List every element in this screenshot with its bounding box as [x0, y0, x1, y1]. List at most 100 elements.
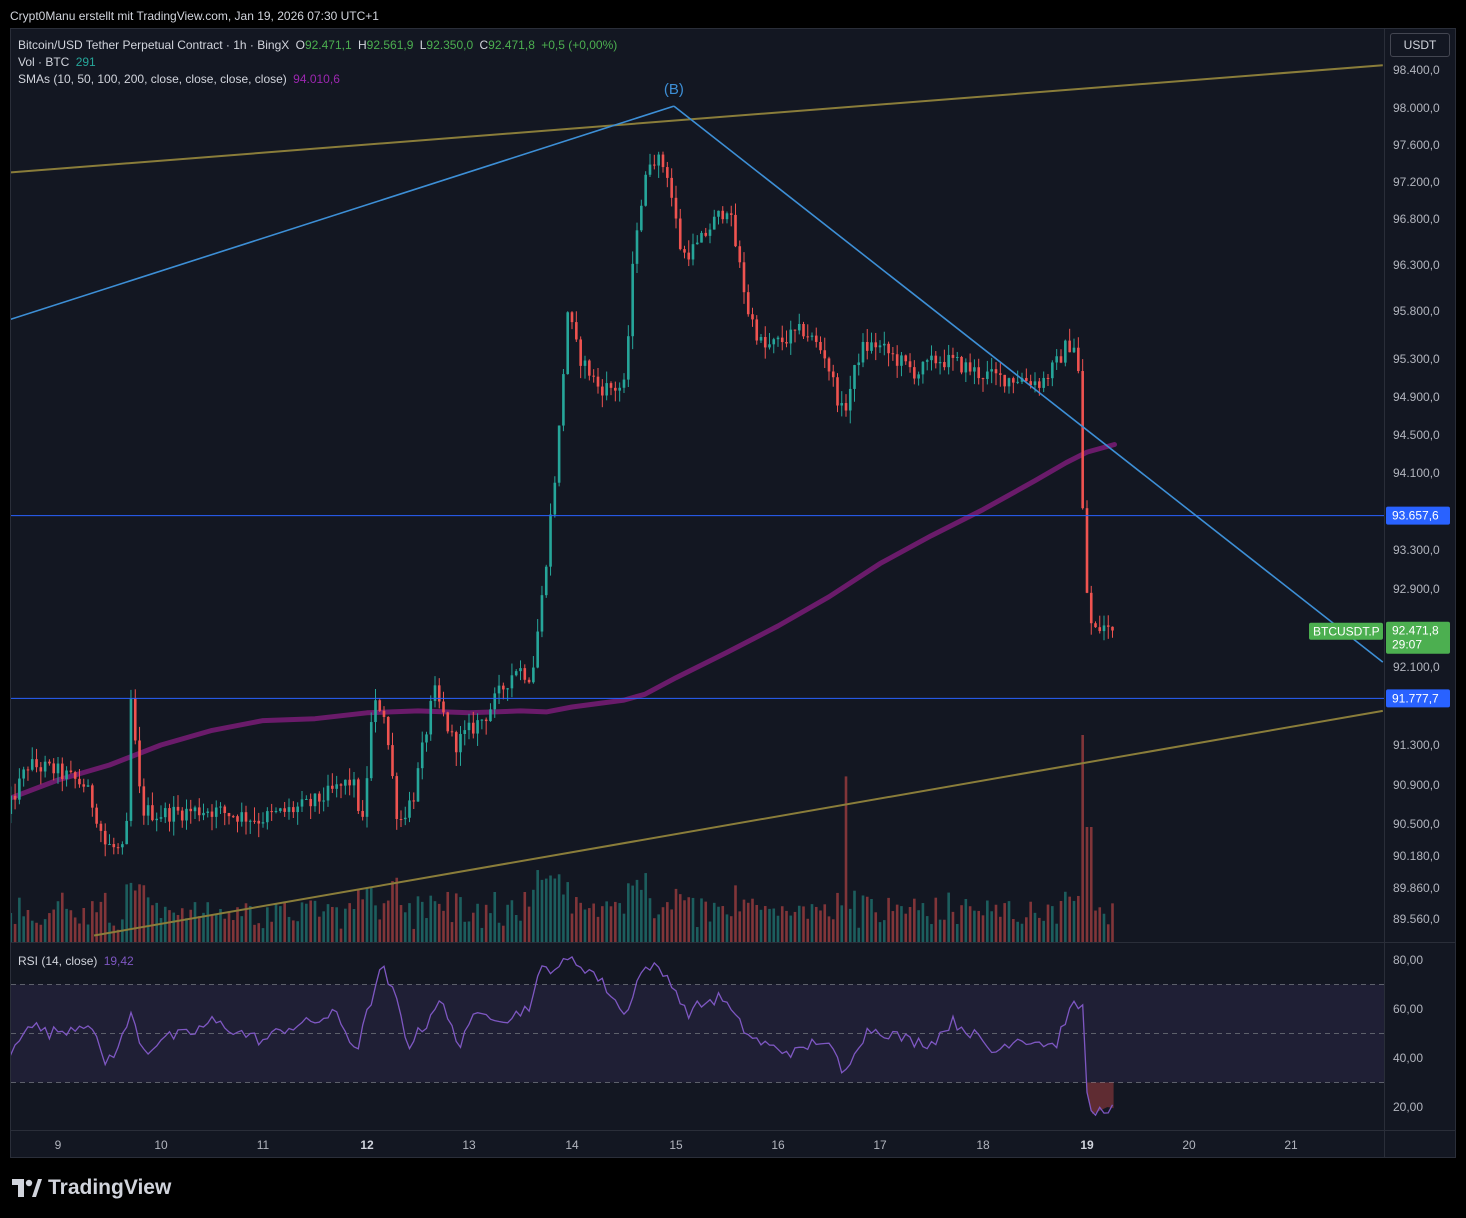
- volume-bar: [549, 875, 552, 942]
- time-tick-label: 10: [154, 1138, 168, 1152]
- volume-bar: [176, 915, 180, 942]
- candle-body: [601, 386, 604, 396]
- candle-body: [506, 688, 509, 690]
- currency-button[interactable]: USDT: [1390, 33, 1450, 57]
- time-tick-label: 14: [565, 1138, 579, 1152]
- candle-body: [296, 806, 299, 813]
- candle-body: [666, 167, 669, 178]
- low-value: 92.350,0: [426, 38, 474, 52]
- candle-body: [1098, 627, 1102, 632]
- volume-bar: [437, 903, 441, 942]
- volume-bar: [704, 901, 708, 942]
- candle-body: [253, 820, 256, 822]
- candle-body: [287, 807, 291, 812]
- candle-body: [18, 778, 21, 800]
- candle-body: [305, 798, 308, 800]
- candle-body: [861, 341, 865, 363]
- volume-bar: [523, 891, 527, 942]
- volume-bar: [960, 905, 963, 942]
- candle-body: [870, 342, 873, 351]
- price-tick-label: 98.000,0: [1393, 101, 1440, 115]
- volume-bar: [103, 892, 107, 942]
- rsi-legend[interactable]: RSI (14, close) 19,42: [18, 954, 137, 968]
- volume-bar: [146, 897, 150, 942]
- volume-bar: [840, 905, 844, 942]
- symbol-name[interactable]: Bitcoin/USD Tether Perpetual Contract · …: [18, 38, 290, 52]
- volume-legend[interactable]: Vol · BTC 291: [18, 55, 99, 69]
- candle-body: [579, 339, 582, 366]
- volume-bar: [22, 916, 25, 942]
- candle-body: [848, 388, 852, 411]
- chart-frame[interactable]: [10, 28, 1456, 1158]
- candle-body: [369, 722, 373, 779]
- volume-bar: [878, 922, 882, 942]
- volume-bar: [459, 897, 462, 942]
- volume-bar: [416, 896, 420, 942]
- candle-body: [1033, 381, 1037, 386]
- candle-body: [925, 360, 929, 362]
- candle-body: [420, 742, 424, 769]
- volume-bar: [670, 909, 673, 942]
- rsi-line: [11, 955, 1114, 1117]
- volume-bar: [746, 902, 750, 942]
- candle-body: [763, 337, 767, 348]
- candle-body: [480, 719, 484, 721]
- volume-bar: [168, 910, 171, 942]
- candle-body: [1016, 381, 1019, 383]
- candle-body: [133, 698, 137, 741]
- volume-bar: [99, 901, 103, 942]
- candle-body: [459, 733, 462, 753]
- volume-bar: [836, 892, 839, 942]
- volume-bar: [887, 897, 890, 942]
- candle-body: [973, 367, 976, 372]
- price-tick-label: 89.560,0: [1393, 912, 1440, 926]
- volume-bar: [627, 883, 630, 942]
- candle-body: [717, 210, 720, 217]
- volume-bar: [244, 903, 248, 942]
- candle-body: [943, 362, 946, 368]
- candle-body: [514, 671, 518, 676]
- tradingview-logo[interactable]: TradingView: [12, 1176, 171, 1200]
- change-value: +0,5 (+0,00%): [541, 38, 618, 52]
- high-label: H: [358, 38, 367, 52]
- volume-bar: [391, 881, 394, 942]
- volume-bar: [540, 879, 544, 942]
- candle-body: [43, 761, 47, 772]
- candle-body: [159, 817, 163, 819]
- volume-bar: [318, 916, 321, 942]
- price-tick-label: 90.500,0: [1393, 817, 1440, 831]
- candle-body: [1007, 378, 1011, 387]
- candle-body: [986, 371, 989, 379]
- candle-body: [408, 800, 411, 818]
- candle-body: [674, 197, 678, 219]
- volume-bar: [369, 887, 373, 942]
- volume-bar: [374, 905, 377, 942]
- candle-body: [78, 778, 81, 785]
- volume-bar: [566, 882, 570, 942]
- sma-value: 94.010,6: [293, 72, 340, 86]
- candle-body: [999, 373, 1002, 375]
- volume-bar: [789, 915, 793, 942]
- candle-body: [335, 784, 338, 789]
- candle-body: [687, 252, 691, 260]
- volume-bar: [917, 910, 920, 942]
- volume-bar: [768, 908, 771, 942]
- candle-body: [185, 808, 188, 821]
- volume-bar: [785, 910, 788, 942]
- candle-body: [661, 154, 665, 168]
- volume-bar: [442, 910, 445, 942]
- volume-bar: [1089, 827, 1093, 942]
- volume-bar: [274, 904, 278, 942]
- volume-bar: [214, 913, 218, 942]
- candle-body: [814, 335, 818, 342]
- sma-legend[interactable]: SMAs (10, 50, 100, 200, close, close, cl…: [18, 72, 343, 86]
- candle-body: [56, 763, 60, 774]
- candle-body: [853, 365, 856, 389]
- candle-body: [930, 355, 933, 361]
- volume-bar: [738, 911, 742, 942]
- volume-bar: [1072, 900, 1076, 942]
- candle-body: [73, 772, 77, 779]
- volume-bar: [172, 912, 176, 942]
- time-tick-label: 13: [462, 1138, 476, 1152]
